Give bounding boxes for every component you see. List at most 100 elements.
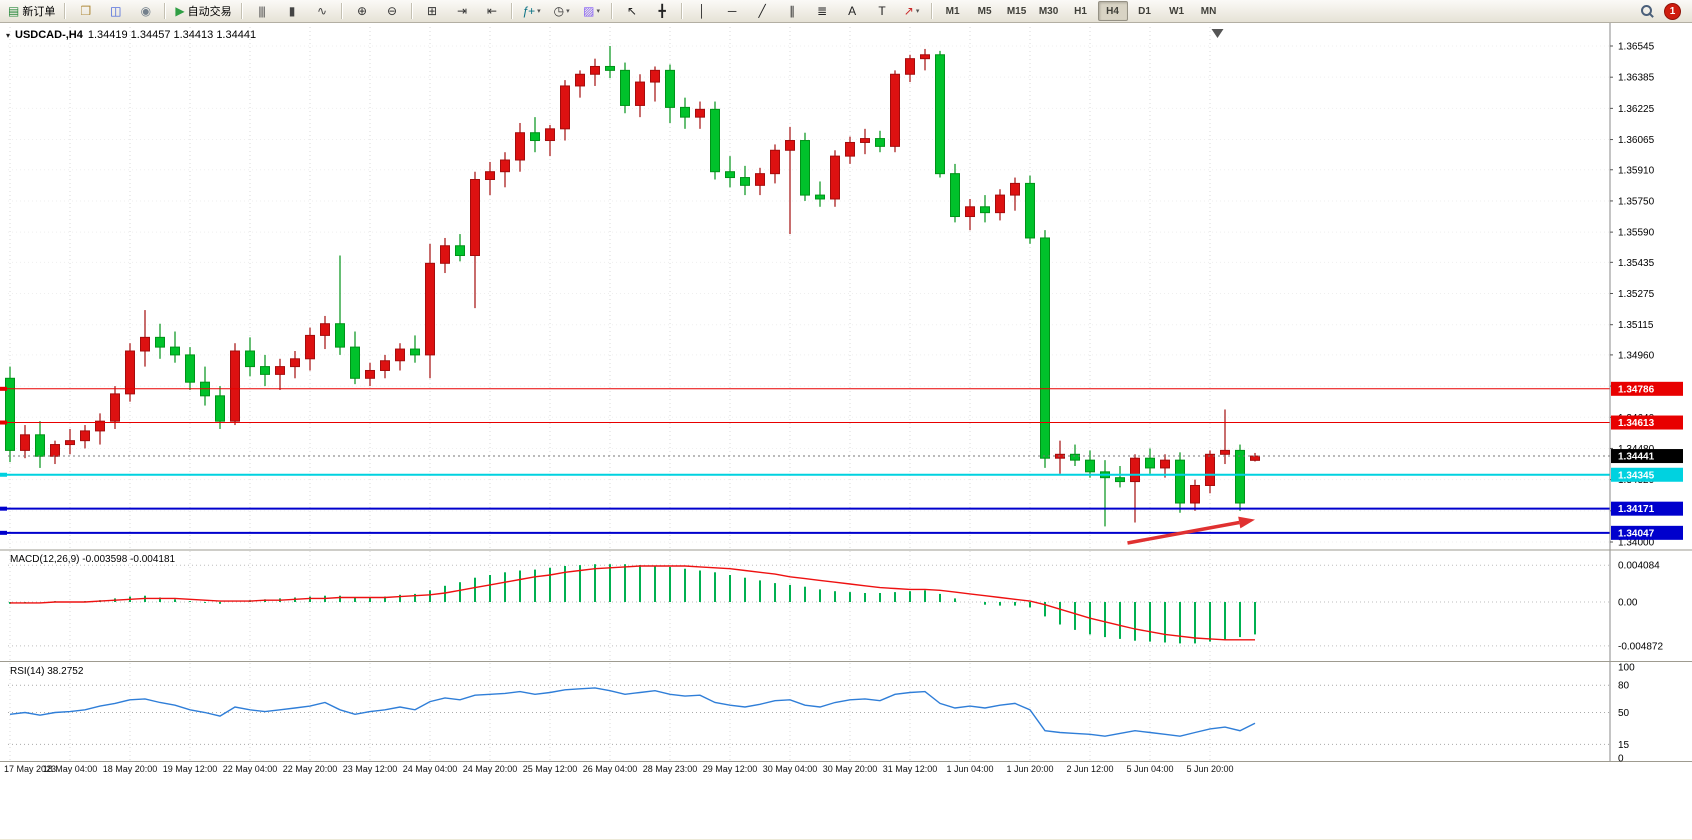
search-icon[interactable] [1641,4,1654,18]
vertical-line-icon: │ [698,4,705,18]
candle-body [320,323,330,336]
timeframe-mn-button[interactable]: MN [1194,1,1224,21]
timeframe-m1-button[interactable]: M1 [938,1,968,21]
chart-symbol-period: USDCAD-,H4 [15,29,83,41]
zoom-out-button[interactable]: ⊖ [378,1,406,21]
level-line-left-tick [0,472,7,477]
toolbar-separator [610,3,613,19]
timeframe-m15-button-label: M15 [1006,5,1027,17]
macd-panel[interactable]: 0.004084 0.00 -0.004872 MACD(12,26,9) -0.00… [8,554,1663,652]
bars-chart-button[interactable]: ||| [248,1,276,21]
templates-button[interactable]: ▨ ▾ [578,1,606,21]
level-line-left-tick [0,386,7,391]
profiles-button[interactable]: ◫ [101,1,129,21]
timeframe-m5-button[interactable]: M5 [970,1,1000,21]
candle-body [515,132,525,161]
timeframe-h4-button[interactable]: H4 [1097,1,1128,21]
cursor-icon: ↖ [627,4,637,18]
time-axis-label: 28 May 23:00 [643,764,698,774]
candle-body [770,149,780,175]
new-order-button-label: 新订单 [22,6,56,18]
macd-axis-label: -0.004872 [1618,641,1663,652]
candle-body [245,350,255,368]
label-button[interactable]: T [868,1,896,21]
chart-shift-button[interactable]: ⇤ [478,1,506,21]
chart-shift-marker[interactable] [1211,29,1224,38]
arrows-dropdown-icon[interactable]: ▾ [915,8,920,15]
time-axis-label: 23 May 12:00 [343,764,398,774]
candle-body [170,346,180,356]
trendline-button[interactable]: ╱ [748,1,776,21]
channel-button[interactable]: ∥ [778,1,806,21]
chart-collapse-icon[interactable]: ▾ [6,30,11,40]
timeframe-d1-button-label: D1 [1138,5,1151,17]
periods-dropdown-icon[interactable]: ▾ [566,8,570,15]
fibonacci-icon: ≣ [817,4,827,18]
toolbar-separator [340,3,343,19]
cursor-button[interactable]: ↖ [618,1,646,21]
line-chart-icon: ∿ [317,4,327,18]
market-watch-button[interactable]: ◉ [131,1,159,21]
price-axis: 1.36545 1.36385 1.36225 1.36065 1.35910 1.357… [1609,23,1683,762]
macd-axis-label: 0.00 [1618,598,1638,609]
timeframe-d1-button[interactable]: D1 [1130,1,1160,21]
time-axis-label: 30 May 20:00 [823,764,878,774]
candlestick-layer [5,46,1260,527]
timeframe-w1-button[interactable]: W1 [1162,1,1192,21]
timeframe-h1-button[interactable]: H1 [1066,1,1096,21]
candle-body [890,73,900,147]
candle-body [935,54,945,175]
time-axis-label: 29 May 12:00 [703,764,758,774]
line-chart-button[interactable]: ∿ [308,1,336,21]
price-axis-label: 1.36065 [1618,135,1655,146]
tile-windows-button[interactable]: ⊞ [418,1,446,21]
candle-body [785,140,795,151]
fibonacci-button[interactable]: ≣ [808,1,836,21]
candle-body [1145,457,1155,469]
zoom-in-button[interactable]: ⊕ [348,1,376,21]
templates-dropdown-icon[interactable]: ▾ [596,8,600,15]
zoom-in-icon: ⊕ [357,4,367,18]
price-axis-label: 1.35590 [1618,228,1655,239]
trend-arrow[interactable] [1127,516,1256,545]
candle-body [860,138,870,143]
horizontal-level-lines[interactable] [0,386,1610,535]
timeframe-m15-button[interactable]: M15 [1002,1,1032,21]
candle-body [920,54,930,60]
toolbar-separator [240,3,243,19]
market-watch-icon: ◉ [140,4,152,18]
candles-chart-button[interactable]: ▮ [278,1,306,21]
toolbar-items: ▤ 新订单 ❒ ◫ ◉ ▶ 自动交易 ||| ▮ ∿ ⊕ ⊖ ⊞ ⇥ ⇤ ƒ+ ▾ ◷ ▾ ▨ ▾ ↖ ╋ │ ─ ╱ ∥ ≣ A T ↗ ▾… [3,1,1225,21]
time-axis-label: 1 Jun 20:00 [1006,764,1053,774]
candle-body [755,173,765,186]
candle-body [560,85,570,130]
periods-button[interactable]: ◷ ▾ [548,1,576,21]
horizontal-line-button[interactable]: ─ [718,1,746,21]
price-chart[interactable]: 1.36545 1.36385 1.36225 1.36065 1.35910 1.357… [0,23,1692,840]
crosshair-button[interactable]: ╋ [648,1,676,21]
arrows-button[interactable]: ↗ ▾ [898,1,926,21]
rsi-label: RSI(14) 38.2752 [10,666,84,677]
toolbar-separator [930,3,933,19]
new-order-button[interactable]: ▤ 新订单 [4,1,59,21]
notification-badge[interactable]: 1 [1664,2,1681,20]
autotrade-button[interactable]: ▶ 自动交易 [171,1,235,21]
indicators-dropdown-icon[interactable]: ▾ [537,8,541,15]
indicators-button[interactable]: ƒ+ ▾ [518,1,546,21]
level-price-badge [1611,381,1683,396]
level-price-badge [1611,525,1683,540]
candle-body [380,360,390,371]
level-line-left-tick [0,420,7,425]
candle-body [290,358,300,368]
time-axis-label: 26 May 04:00 [583,764,638,774]
auto-scroll-button[interactable]: ⇥ [448,1,476,21]
candle-body [440,245,450,264]
rsi-panel[interactable]: 100 80 50 15 0 RSI(14) 38.2752 [8,663,1635,765]
charts-bar-button[interactable]: ❒ [71,1,99,21]
text-button[interactable]: A [838,1,866,21]
autotrade-button-label: 自动交易 [187,6,232,18]
vertical-line-button[interactable]: │ [688,1,716,21]
timeframe-m30-button[interactable]: M30 [1034,1,1064,21]
rsi-line [9,687,1256,737]
trendline-icon: ╱ [758,4,765,18]
